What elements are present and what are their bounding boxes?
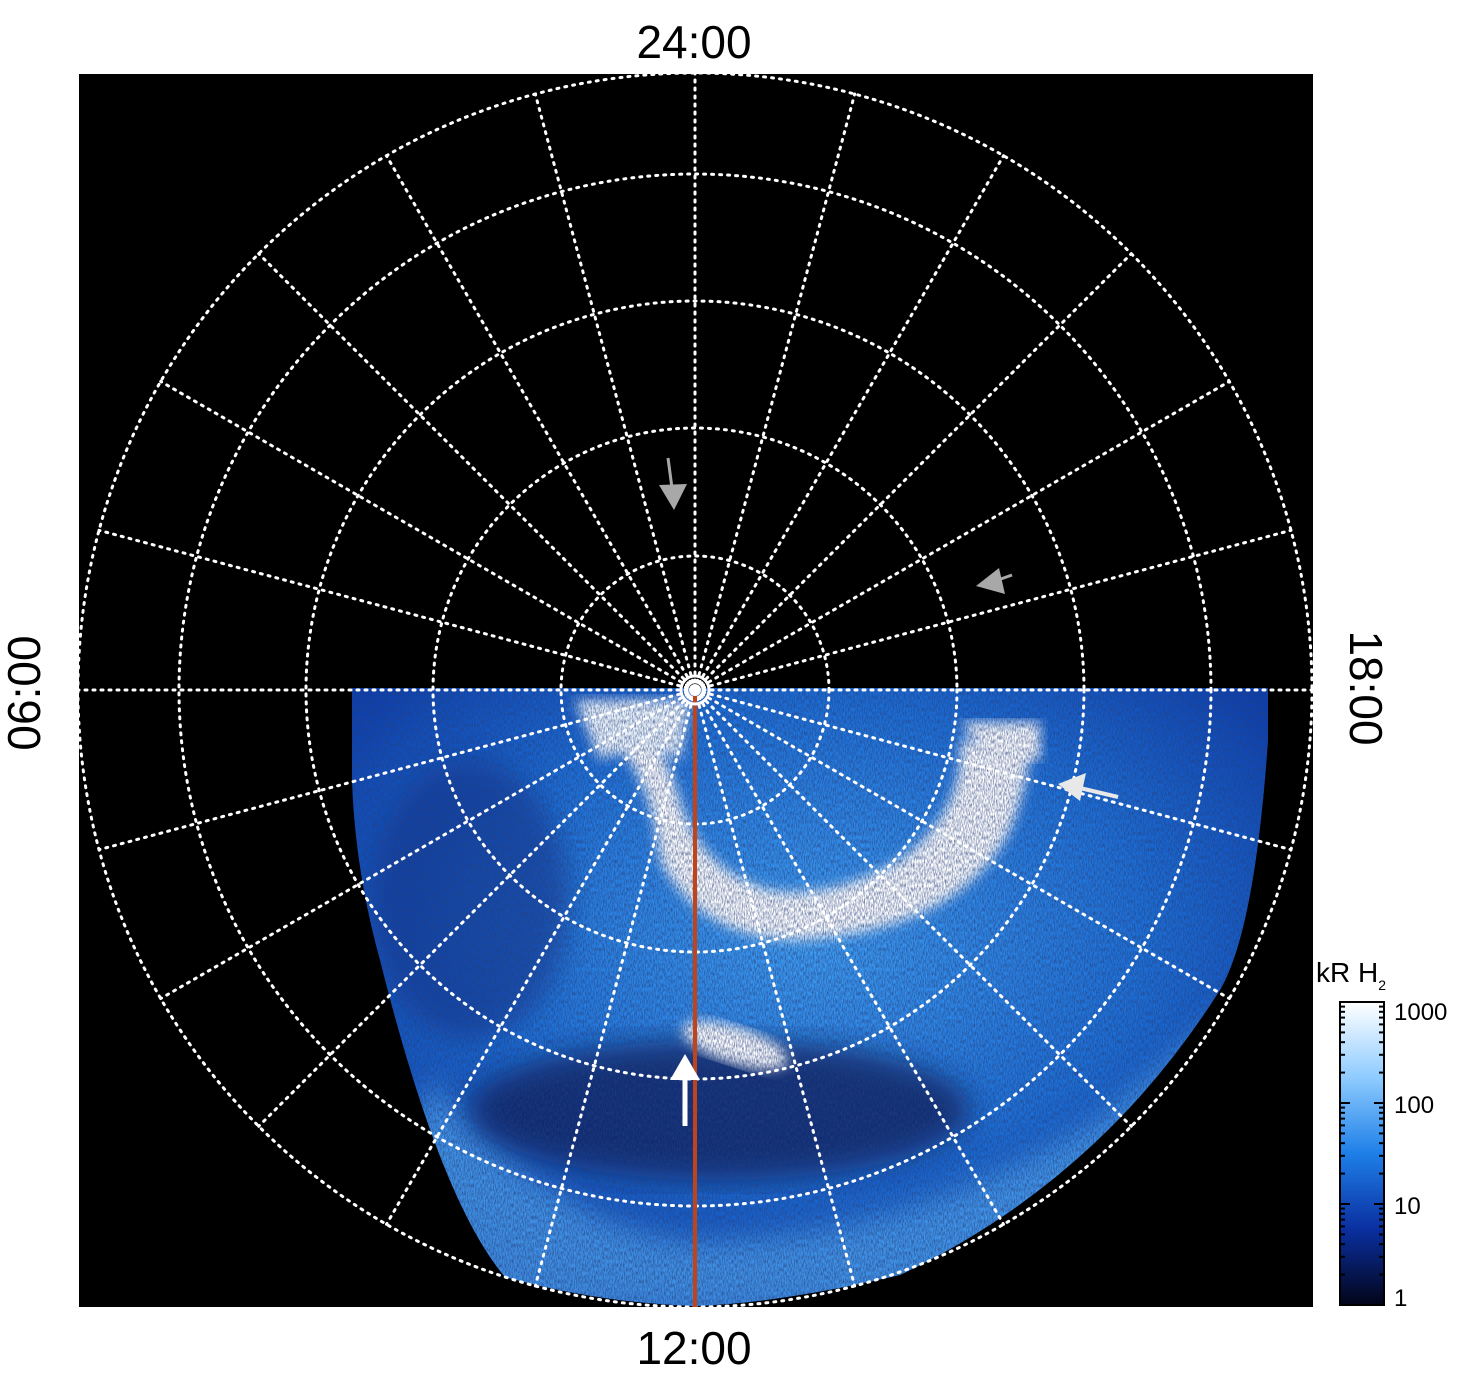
grid-meridian-3 <box>693 252 1133 692</box>
grid-meridian-21 <box>257 252 697 692</box>
white-arrow-cusp <box>670 1054 700 1126</box>
colorbar-tick-10: 10 <box>1394 1193 1421 1220</box>
label-18: 18:00 <box>1340 630 1392 745</box>
grid-meridian-19 <box>97 528 697 692</box>
white-arrow-right <box>1058 773 1119 801</box>
gray-arrow-right <box>976 568 1013 594</box>
grid-meridian-1 <box>693 92 857 692</box>
grid-meridian-11 <box>693 688 857 1288</box>
colorbar-tick-100: 100 <box>1394 1092 1434 1119</box>
colorbar: kR H2 1000 100 10 1 <box>1316 957 1447 1312</box>
grid-meridian-15 <box>257 688 697 1128</box>
grid-meridian-9 <box>693 688 1133 1128</box>
colorbar-gradient <box>1339 1001 1385 1306</box>
grid-meridian-8 <box>693 688 1231 1000</box>
label-12: 12:00 <box>636 1322 751 1374</box>
grid-meridian-17 <box>97 688 697 852</box>
grid-meridian-23 <box>533 92 697 692</box>
pole-marker <box>679 674 711 706</box>
colorbar-tick-1: 1 <box>1394 1285 1407 1312</box>
grid-meridian-2 <box>693 154 1005 692</box>
colorbar-title: kR H2 <box>1316 957 1386 993</box>
grid-meridian-16 <box>159 688 697 1000</box>
grid-meridian-14 <box>385 688 697 1226</box>
grid-meridian-13 <box>533 688 697 1288</box>
grid-meridian-4 <box>693 380 1231 692</box>
label-06: 06:00 <box>0 635 50 750</box>
grid-meridian-7 <box>693 688 1293 852</box>
grid-meridian-5 <box>693 528 1293 692</box>
grid-meridian-22 <box>385 154 697 692</box>
grid-meridian-20 <box>159 380 697 692</box>
label-24: 24:00 <box>636 16 751 68</box>
gray-arrow-upper <box>659 457 687 510</box>
grid-meridian-10 <box>693 688 1005 1226</box>
colorbar-tick-1000: 1000 <box>1394 999 1447 1026</box>
